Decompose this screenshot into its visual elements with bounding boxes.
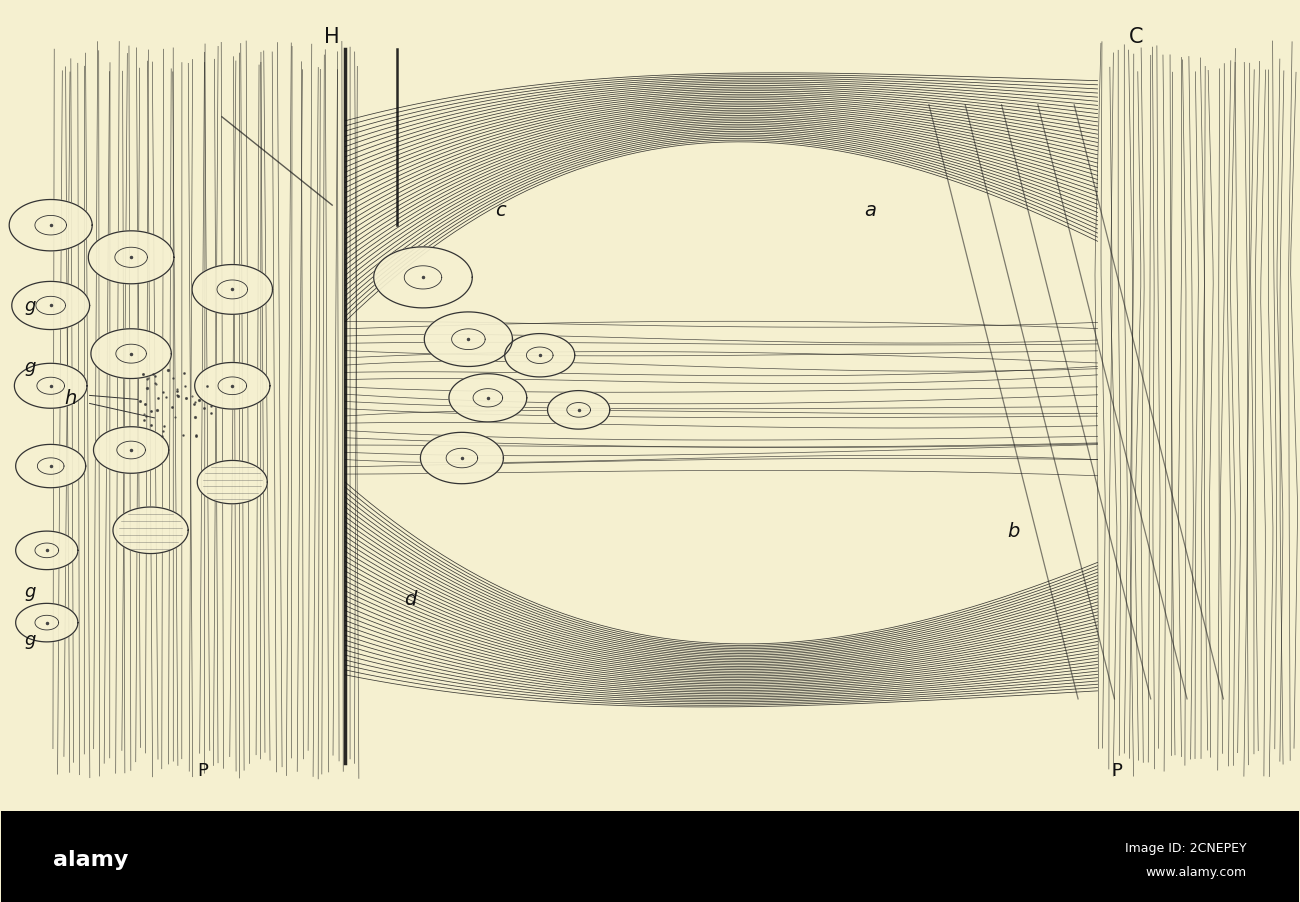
Bar <box>1 812 1299 902</box>
Polygon shape <box>195 364 270 410</box>
Text: P: P <box>198 761 208 779</box>
Polygon shape <box>504 335 575 378</box>
Polygon shape <box>448 374 526 422</box>
Polygon shape <box>9 200 92 252</box>
Polygon shape <box>373 248 472 308</box>
Polygon shape <box>14 364 87 409</box>
Polygon shape <box>424 313 512 367</box>
Polygon shape <box>94 428 169 474</box>
Text: h: h <box>64 389 77 408</box>
Polygon shape <box>12 282 90 330</box>
Polygon shape <box>113 508 188 554</box>
Text: d: d <box>404 589 416 608</box>
Text: www.alamy.com: www.alamy.com <box>1145 865 1247 878</box>
Polygon shape <box>192 265 273 315</box>
Text: g: g <box>25 582 35 600</box>
Text: Image ID: 2CNEPEY: Image ID: 2CNEPEY <box>1124 841 1247 854</box>
Text: C: C <box>1130 27 1144 47</box>
Polygon shape <box>198 461 268 504</box>
Polygon shape <box>547 391 610 429</box>
Polygon shape <box>91 329 172 379</box>
Polygon shape <box>88 232 174 284</box>
Polygon shape <box>16 531 78 570</box>
Text: alamy: alamy <box>53 850 129 870</box>
Polygon shape <box>16 445 86 488</box>
Text: H: H <box>325 27 341 47</box>
Text: g: g <box>25 297 35 315</box>
Text: P: P <box>1112 761 1122 779</box>
Text: g: g <box>25 630 35 648</box>
Polygon shape <box>420 433 503 484</box>
Text: a: a <box>864 200 876 219</box>
Polygon shape <box>16 603 78 642</box>
Text: g: g <box>25 357 35 375</box>
Text: c: c <box>495 200 506 219</box>
Text: b: b <box>1008 521 1019 540</box>
